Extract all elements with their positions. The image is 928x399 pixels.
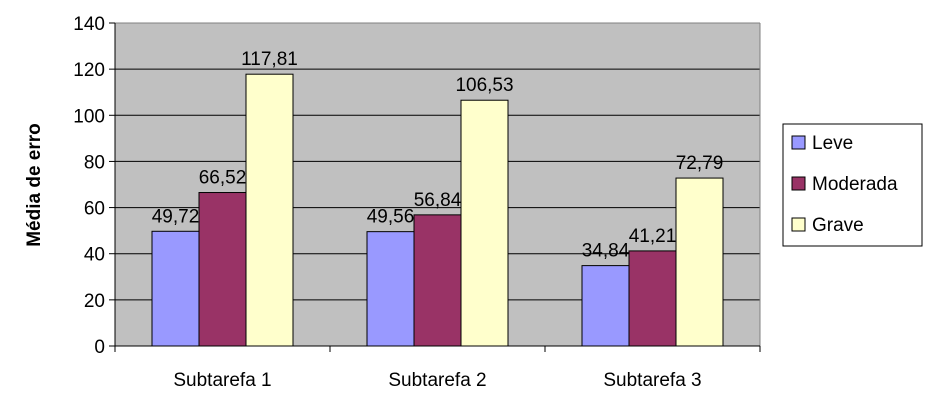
bar-grave-2 (460, 99, 509, 347)
legend-label: Moderada (812, 174, 898, 195)
y-tick-labels: 0 20 40 60 80 100 120 140 (73, 14, 105, 358)
bar-moderada-1 (198, 192, 247, 347)
y-tick-label: 60 (84, 199, 105, 220)
legend-swatch-grave (791, 217, 806, 232)
data-label: 72,79 (676, 153, 724, 174)
data-label: 106,53 (455, 75, 513, 96)
data-label: 117,81 (241, 49, 298, 70)
data-label: 49,56 (367, 207, 415, 228)
data-label: 49,72 (152, 206, 200, 227)
legend-swatch-leve (791, 135, 806, 150)
y-tick-label: 40 (84, 245, 105, 266)
legend: Leve Moderada Grave (782, 123, 923, 247)
y-tick-label: 100 (73, 106, 105, 127)
bar-leve-1 (151, 230, 200, 347)
axes (109, 22, 761, 352)
y-tick-label: 120 (73, 60, 105, 81)
y-tick-label: 80 (84, 152, 105, 173)
bar-leve-3 (581, 265, 630, 347)
bar-moderada-3 (628, 250, 677, 347)
bar-grave-3 (675, 177, 724, 347)
data-label: 56,84 (414, 190, 462, 211)
legend-swatch-moderada (791, 176, 806, 191)
legend-label: Grave (812, 215, 864, 236)
bar-leve-2 (366, 231, 415, 347)
y-tick-label: 0 (94, 337, 105, 358)
bar-grave-1 (245, 73, 294, 347)
legend-label: Leve (812, 133, 853, 154)
y-tick-label: 140 (73, 14, 105, 35)
bar-moderada-2 (413, 214, 462, 347)
data-label: 34,84 (582, 241, 630, 262)
x-category-label: Subtarefa 3 (603, 370, 701, 391)
data-label: 41,21 (629, 226, 677, 247)
x-tick-labels: Subtarefa 1 Subtarefa 2 Subtarefa 3 (173, 370, 701, 391)
x-category-label: Subtarefa 1 (173, 370, 271, 391)
y-axis-label: Média de erro (24, 123, 45, 247)
x-category-label: Subtarefa 2 (388, 370, 486, 391)
legend-box (782, 123, 923, 247)
data-label: 66,52 (199, 168, 247, 189)
y-tick-label: 20 (84, 291, 105, 312)
